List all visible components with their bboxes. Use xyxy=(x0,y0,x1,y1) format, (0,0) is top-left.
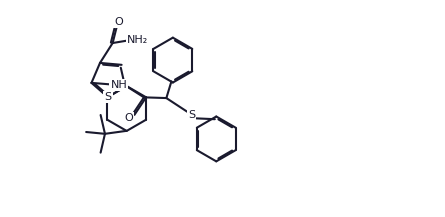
Text: NH: NH xyxy=(111,80,127,90)
Text: S: S xyxy=(188,110,195,120)
Text: O: O xyxy=(114,17,123,27)
Text: NH₂: NH₂ xyxy=(127,35,149,45)
Text: O: O xyxy=(124,113,133,123)
Text: S: S xyxy=(104,92,111,102)
